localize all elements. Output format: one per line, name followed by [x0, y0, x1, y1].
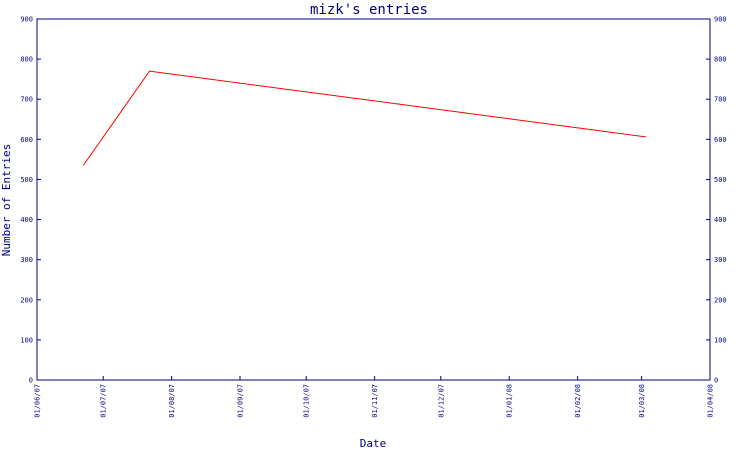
x-tick-label: 01/09/07	[237, 384, 245, 418]
x-tick-label: 01/12/07	[437, 384, 445, 418]
y-tick-label-left: 600	[20, 136, 33, 144]
y-tick-label-right: 700	[714, 96, 727, 104]
y-tick-label-right: 600	[714, 136, 727, 144]
x-tick-label: 01/06/07	[34, 384, 42, 418]
x-axis-label: Date	[360, 437, 387, 450]
plot-area-frame	[36, 18, 711, 381]
y-tick-label-left: 400	[20, 216, 33, 224]
y-tick-label-right: 300	[714, 256, 727, 264]
x-tick-label: 01/04/08	[707, 384, 715, 418]
series-layer	[82, 70, 647, 166]
x-axis: 01/06/07 01/07/07 01/08/07 01/09/07 01/10/07…	[34, 376, 715, 418]
y-tick-label-right: 400	[714, 216, 727, 224]
y-tick-label-left: 100	[20, 336, 33, 344]
y-tick-label-left: 0	[29, 377, 33, 385]
x-tick-label: 01/01/08	[506, 384, 514, 418]
x-tick-label: 01/03/08	[638, 384, 646, 418]
y-tick-label-right: 900	[714, 16, 727, 24]
y-tick-label-right: 0	[714, 377, 718, 385]
y-tick-label-right: 200	[714, 296, 727, 304]
series-line	[82, 70, 647, 166]
y-tick-label-left: 800	[20, 56, 33, 64]
y-tick-label-left: 200	[20, 296, 33, 304]
x-tick-label: 01/08/07	[168, 384, 176, 418]
chart-title: mizk's entries	[310, 2, 428, 18]
x-tick-label: 01/11/07	[371, 384, 379, 418]
y-axis-label: Number of Entries	[0, 144, 13, 257]
x-tick-label: 01/10/07	[303, 384, 311, 418]
y-tick-label-left: 500	[20, 176, 33, 184]
x-tick-label: 01/02/08	[574, 384, 582, 418]
y-tick-label-left: 900	[20, 16, 33, 24]
y-tick-label-right: 500	[714, 176, 727, 184]
x-tick-label: 01/07/07	[100, 384, 108, 418]
y-tick-label-right: 100	[714, 336, 727, 344]
y-tick-label-left: 700	[20, 96, 33, 104]
y-tick-label-left: 300	[20, 256, 33, 264]
y-axis-right: 0 100 200 300 400 500 600 700 800 900	[706, 16, 727, 385]
y-tick-label-right: 800	[714, 56, 727, 64]
y-axis-left: 0 100 200 300 400 500 600 700 800 900	[20, 16, 41, 385]
